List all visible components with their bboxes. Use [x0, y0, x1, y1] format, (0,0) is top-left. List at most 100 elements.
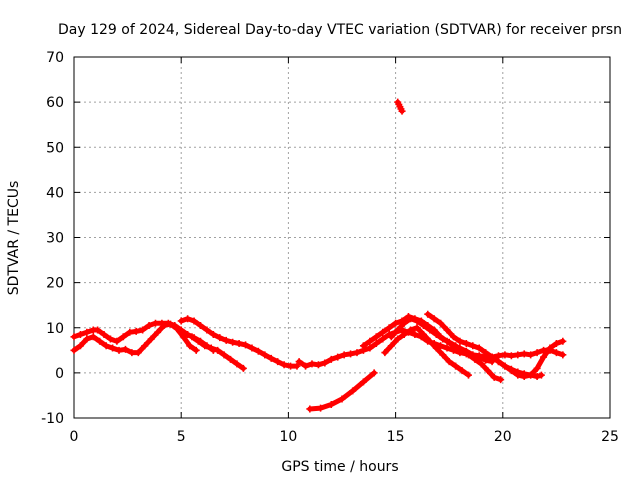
x-tick-label: 0: [70, 429, 79, 445]
data-point: [482, 349, 490, 357]
x-tick-label: 5: [177, 429, 186, 445]
data-point: [83, 328, 91, 336]
data-point: [121, 345, 129, 353]
data-point: [497, 376, 505, 384]
data-point: [334, 353, 342, 361]
data-point: [520, 370, 528, 378]
y-tick-label: 20: [46, 276, 64, 292]
y-axis-label: SDTVAR / TECUs: [6, 181, 22, 296]
data-point: [359, 342, 367, 350]
data-point: [443, 337, 451, 345]
chart-title: Day 129 of 2024, Sidereal Day-to-day VTE…: [58, 22, 622, 38]
y-tick-label: 0: [55, 366, 64, 382]
data-point: [559, 351, 567, 359]
data-point: [186, 342, 194, 350]
data-point: [469, 342, 477, 350]
data-point: [184, 331, 192, 339]
x-tick-label: 15: [387, 429, 405, 445]
data-point: [449, 342, 457, 350]
data-point: [437, 333, 445, 341]
series-band: [489, 354, 544, 379]
data-point: [430, 315, 438, 323]
y-tick-label: 30: [46, 231, 64, 247]
data-point: [394, 326, 402, 334]
data-point: [209, 331, 217, 339]
data-point: [392, 319, 400, 327]
data-point: [533, 372, 541, 380]
data-point: [469, 351, 477, 359]
data-point: [533, 349, 541, 357]
series-track-6: [306, 369, 378, 413]
data-point: [102, 342, 110, 350]
data-point: [424, 321, 432, 329]
data-point: [242, 341, 250, 349]
data-point: [381, 349, 389, 357]
data-point: [507, 352, 515, 360]
data-point: [452, 362, 460, 370]
y-tick-label: 70: [46, 50, 64, 66]
y-tick-label: 60: [46, 95, 64, 111]
data-point: [147, 335, 155, 343]
data-point: [443, 344, 451, 352]
x-axis-label: GPS time / hours: [281, 459, 398, 475]
data-point: [439, 351, 447, 359]
data-point: [527, 351, 535, 359]
data-point: [115, 346, 123, 354]
data-point: [370, 369, 378, 377]
data-point: [267, 354, 275, 362]
data-point: [203, 326, 211, 334]
data-point: [70, 346, 78, 354]
data-point: [419, 331, 427, 339]
data-point: [248, 344, 256, 352]
data-point: [417, 317, 425, 325]
data-point: [113, 337, 121, 345]
data-point: [537, 371, 545, 379]
data-point: [338, 395, 346, 403]
data-point: [239, 364, 247, 372]
data-point: [317, 404, 325, 412]
data-point: [89, 333, 97, 341]
x-tick-label: 20: [494, 429, 512, 445]
data-point: [214, 346, 222, 354]
data-point: [177, 326, 185, 334]
data-point: [220, 351, 228, 359]
y-tick-label: 40: [46, 185, 64, 201]
data-point: [475, 344, 483, 352]
data-point: [201, 342, 209, 350]
data-point: [216, 334, 224, 342]
y-tick-label: 10: [46, 321, 64, 337]
data-point: [552, 340, 560, 348]
data-point: [514, 351, 522, 359]
data-point: [437, 319, 445, 327]
data-point: [145, 321, 153, 329]
data-point: [372, 340, 380, 348]
data-point: [445, 358, 453, 366]
data-point: [484, 367, 492, 375]
data-point: [514, 368, 522, 376]
data-point: [407, 326, 415, 334]
data-point: [229, 338, 237, 346]
data-point: [449, 333, 457, 341]
data-point: [398, 107, 406, 115]
data-point: [302, 362, 310, 370]
data-point: [94, 326, 102, 334]
data-point: [347, 350, 355, 358]
data-point: [426, 337, 434, 345]
data-point: [400, 331, 408, 339]
data-point: [488, 353, 496, 361]
data-point: [274, 358, 282, 366]
data-point: [306, 405, 314, 413]
data-point: [184, 315, 192, 323]
data-point: [100, 331, 108, 339]
data-point: [106, 335, 114, 343]
data-points: [70, 98, 567, 413]
axes: 0 5 10 15 20 25 -10 0 10 20 30 40 50 60 70: [41, 50, 619, 445]
data-point: [501, 351, 509, 359]
data-point: [158, 319, 166, 327]
data-point: [379, 328, 387, 336]
data-point: [233, 360, 241, 368]
data-point: [196, 321, 204, 329]
data-point: [552, 349, 560, 357]
data-point: [151, 319, 159, 327]
